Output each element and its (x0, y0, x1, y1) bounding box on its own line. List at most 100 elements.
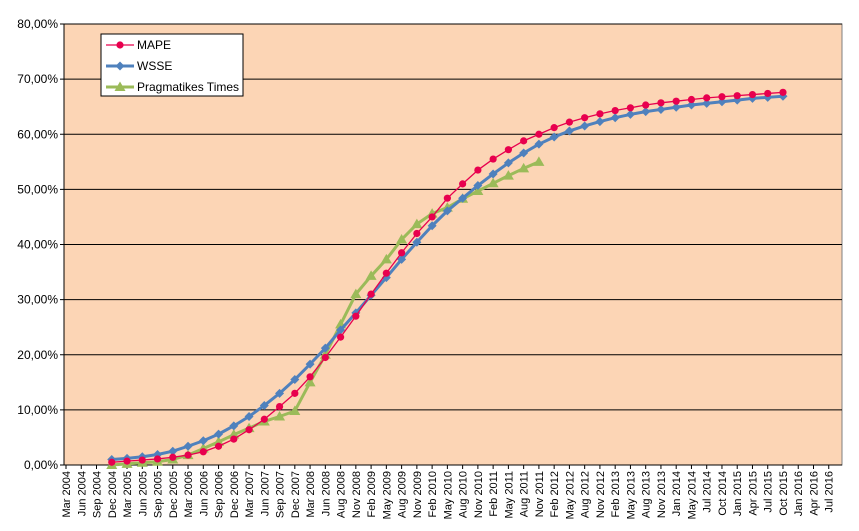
x-tick-label: Jan 2014 (671, 471, 683, 516)
x-tick-label: Oct 2015 (778, 471, 790, 516)
data-point (213, 436, 225, 446)
gridlines (64, 23, 842, 411)
data-point (244, 411, 254, 421)
y-axis: 0,00% 10,00% 20,00% 30,00% 40,00% 50,00% 60,00… (17, 17, 65, 472)
data-point (336, 325, 346, 335)
data-point (472, 185, 484, 196)
data-point (214, 429, 224, 439)
data-point (228, 429, 240, 439)
x-tick-label: May 2011 (503, 471, 515, 519)
y-tick-label: 0,00% (24, 458, 58, 472)
x-tick-label: Nov 2011 (534, 471, 546, 517)
data-point (352, 312, 360, 320)
data-point (672, 97, 680, 105)
data-point (413, 229, 421, 238)
data-point (549, 132, 559, 142)
data-point (275, 388, 285, 398)
data-point (214, 442, 223, 450)
data-point (350, 288, 362, 299)
data-point (153, 455, 162, 463)
y-tick-label: 50,00% (17, 182, 58, 196)
x-tick-label: Feb 2012 (549, 471, 561, 517)
series-layer (106, 88, 788, 469)
data-point (114, 81, 126, 91)
data-point (306, 373, 314, 381)
data-point (550, 124, 558, 132)
x-tick-label: Mar 2005 (122, 471, 134, 517)
x-tick-label: Jun 2006 (198, 471, 210, 516)
x-tick-label: Apr 2015 (747, 471, 759, 516)
x-tick-label: Feb 2011 (488, 471, 500, 517)
data-point (596, 110, 604, 118)
x-tick-label: Apr 2016 (808, 471, 820, 516)
data-point (428, 213, 436, 221)
data-point (642, 101, 650, 109)
x-tick-label: May 2014 (686, 471, 698, 519)
x-tick-label: Nov 2009 (412, 471, 424, 518)
x-tick-label: Feb 2013 (610, 471, 622, 517)
data-point (458, 193, 468, 203)
data-point (748, 90, 757, 99)
x-tick-label: Dec 2004 (107, 471, 119, 518)
data-point (336, 333, 345, 341)
data-point (138, 456, 146, 464)
x-tick-label: Mar 2008 (305, 471, 317, 517)
data-point (474, 166, 482, 174)
data-point (183, 441, 193, 451)
x-tick-label: Aug 2012 (580, 471, 592, 518)
data-point (487, 177, 499, 188)
data-point (442, 206, 452, 216)
data-point (108, 458, 116, 466)
data-point (611, 106, 619, 115)
y-tick-label: 80,00% (17, 17, 58, 31)
data-point (503, 158, 513, 168)
x-tick-label: May 2013 (625, 471, 637, 519)
legend-label: WSSE (137, 59, 172, 73)
data-point (168, 446, 178, 456)
data-point (473, 181, 483, 191)
data-point (396, 234, 408, 244)
x-tick-label: Dec 2005 (168, 471, 180, 518)
x-tick-label: Aug 2011 (519, 471, 531, 517)
x-tick-label: Jun 2004 (76, 471, 88, 516)
data-point (199, 448, 207, 456)
x-tick-label: Jun 2008 (320, 471, 332, 516)
data-point (427, 221, 437, 231)
x-tick-label: May 2012 (564, 471, 576, 519)
x-tick-label: Mar 2006 (183, 471, 195, 517)
data-point (290, 375, 300, 385)
x-tick-label: Jan 2016 (793, 471, 805, 516)
data-point (382, 269, 390, 277)
x-tick-label: Sep 2004 (92, 471, 104, 518)
data-point (764, 89, 772, 98)
data-point (520, 137, 528, 145)
data-point (518, 162, 530, 173)
data-point (260, 415, 268, 423)
data-point (519, 148, 529, 158)
x-tick-label: Sep 2007 (275, 471, 287, 518)
x-tick-label: Jul 2015 (763, 471, 775, 513)
data-point (397, 254, 407, 264)
y-tick-label: 20,00% (17, 348, 58, 362)
data-point (565, 118, 574, 126)
x-tick-label: Oct 2014 (717, 471, 729, 516)
data-point (641, 107, 651, 117)
y-tick-label: 10,00% (17, 403, 58, 417)
data-point (115, 61, 125, 71)
x-tick-label: Aug 2009 (397, 471, 409, 518)
data-point (488, 169, 498, 179)
y-tick-label: 70,00% (17, 72, 58, 86)
x-tick-label: Jun 2005 (137, 471, 149, 516)
data-point (305, 359, 315, 369)
x-axis: Mar 2004 Jun 2004 Sep 2004 Dec 2004 Mar 2005… (61, 464, 842, 519)
x-tick-label: Dec 2006 (229, 471, 241, 518)
data-point (686, 100, 696, 110)
y-tick-label: 30,00% (17, 293, 58, 307)
x-tick-label: Jun 2007 (259, 471, 271, 516)
x-tick-label: Sep 2005 (153, 471, 165, 518)
data-point (595, 117, 605, 127)
x-tick-label: Feb 2010 (427, 471, 439, 517)
x-tick-label: Jul 2014 (702, 471, 714, 513)
data-point (169, 453, 177, 461)
